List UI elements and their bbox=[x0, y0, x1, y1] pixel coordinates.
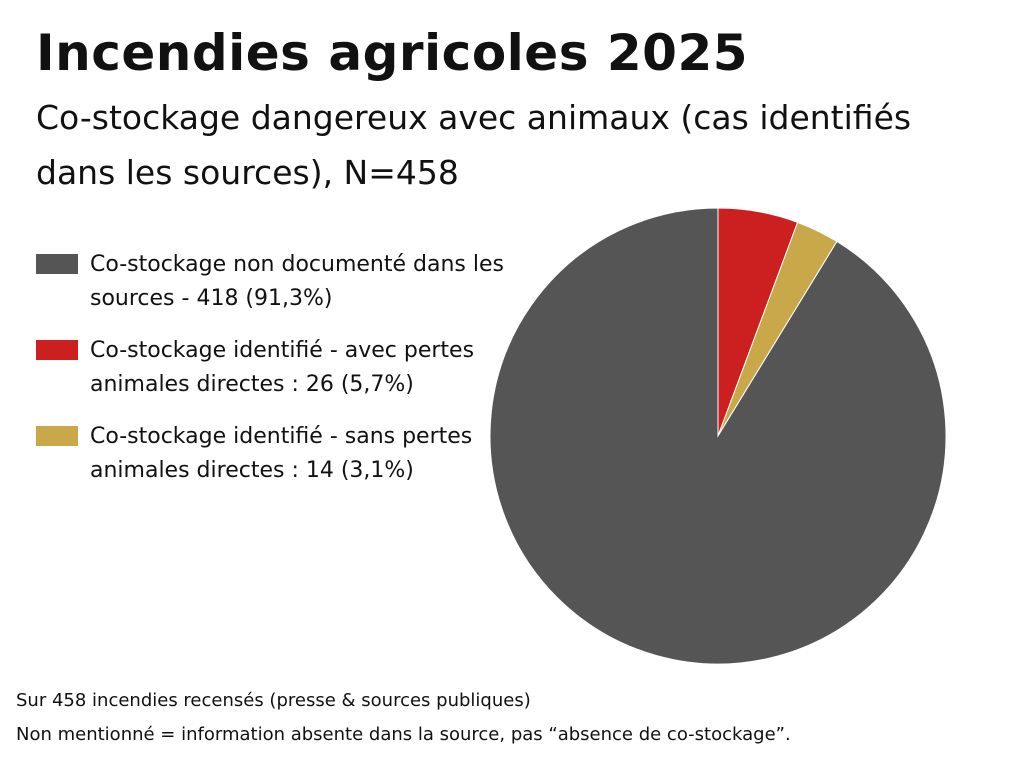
legend-label-avec-pertes: Co-stockage identifié - avec pertes anim… bbox=[90, 338, 475, 397]
legend-label-sans-pertes: Co-stockage identifié - sans pertes anim… bbox=[90, 424, 473, 483]
legend: Co-stockage non documenté dans les sourc… bbox=[36, 248, 506, 506]
footnote-line-1: Sur 458 incendies recensés (presse & sou… bbox=[16, 690, 531, 711]
legend-item-avec-pertes: Co-stockage identifié - avec pertes anim… bbox=[36, 334, 506, 402]
legend-item-non-documente: Co-stockage non documenté dans les sourc… bbox=[36, 248, 506, 316]
legend-swatch-non-documente bbox=[36, 254, 78, 274]
footnote: Sur 458 incendies recensés (presse & sou… bbox=[16, 684, 1006, 752]
pie-slice-non-documente bbox=[489, 207, 947, 665]
legend-item-sans-pertes: Co-stockage identifié - sans pertes anim… bbox=[36, 420, 506, 488]
footnote-line-2: Non mentionné = information absente dans… bbox=[16, 724, 791, 745]
legend-swatch-sans-pertes bbox=[36, 426, 78, 446]
chart-subtitle: Co-stockage dangereux avec animaux (cas … bbox=[36, 98, 912, 192]
pie-chart bbox=[489, 207, 947, 665]
legend-label-non-documente: Co-stockage non documenté dans les sourc… bbox=[90, 252, 504, 311]
chart-title: Incendies agricoles 2025 bbox=[36, 24, 749, 82]
legend-swatch-avec-pertes bbox=[36, 340, 78, 360]
